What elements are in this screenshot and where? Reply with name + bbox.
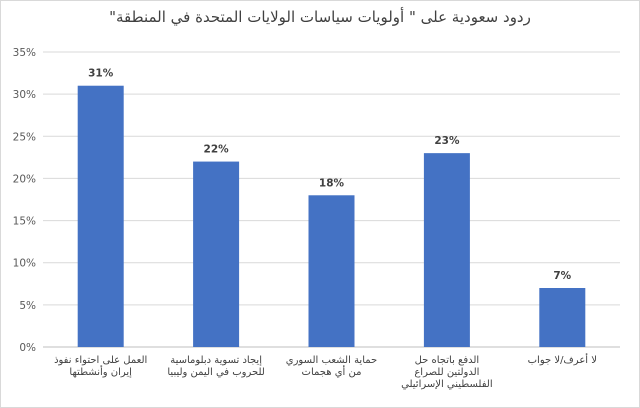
data-label: 7% (553, 270, 571, 282)
x-category-label: إيجاد تسوية دبلوماسية للحروب في اليمن ول… (167, 355, 265, 378)
y-tick-label: 0% (19, 342, 36, 354)
x-category-label: العمل على احتواء نفوذ إيران وأنشطتها (54, 355, 148, 378)
y-tick-label: 30% (13, 89, 36, 101)
y-tick-label: 5% (19, 300, 36, 312)
data-label: 18% (319, 177, 345, 189)
chart-title: ردود سعودية على " أولويات سياسات الولايا… (109, 8, 531, 26)
bar (539, 288, 586, 347)
y-tick-label: 15% (13, 216, 36, 228)
y-tick-label: 20% (13, 173, 36, 185)
data-label: 31% (88, 68, 114, 80)
y-tick-label: 10% (13, 258, 36, 270)
bar (423, 153, 470, 347)
bar (77, 85, 124, 347)
y-tick-label: 35% (13, 47, 36, 59)
x-category-label: لا أعرف/لا جواب (527, 355, 597, 366)
x-category-label: حماية الشعب السوري من أي هجمات (285, 355, 378, 378)
data-label: 23% (434, 135, 460, 147)
bar (193, 161, 240, 347)
x-category-label: الدفع باتجاه حل الدولتين للصراع الفلسطين… (401, 355, 493, 390)
bar (308, 195, 355, 347)
data-label: 22% (204, 144, 230, 156)
y-tick-label: 25% (13, 131, 36, 143)
